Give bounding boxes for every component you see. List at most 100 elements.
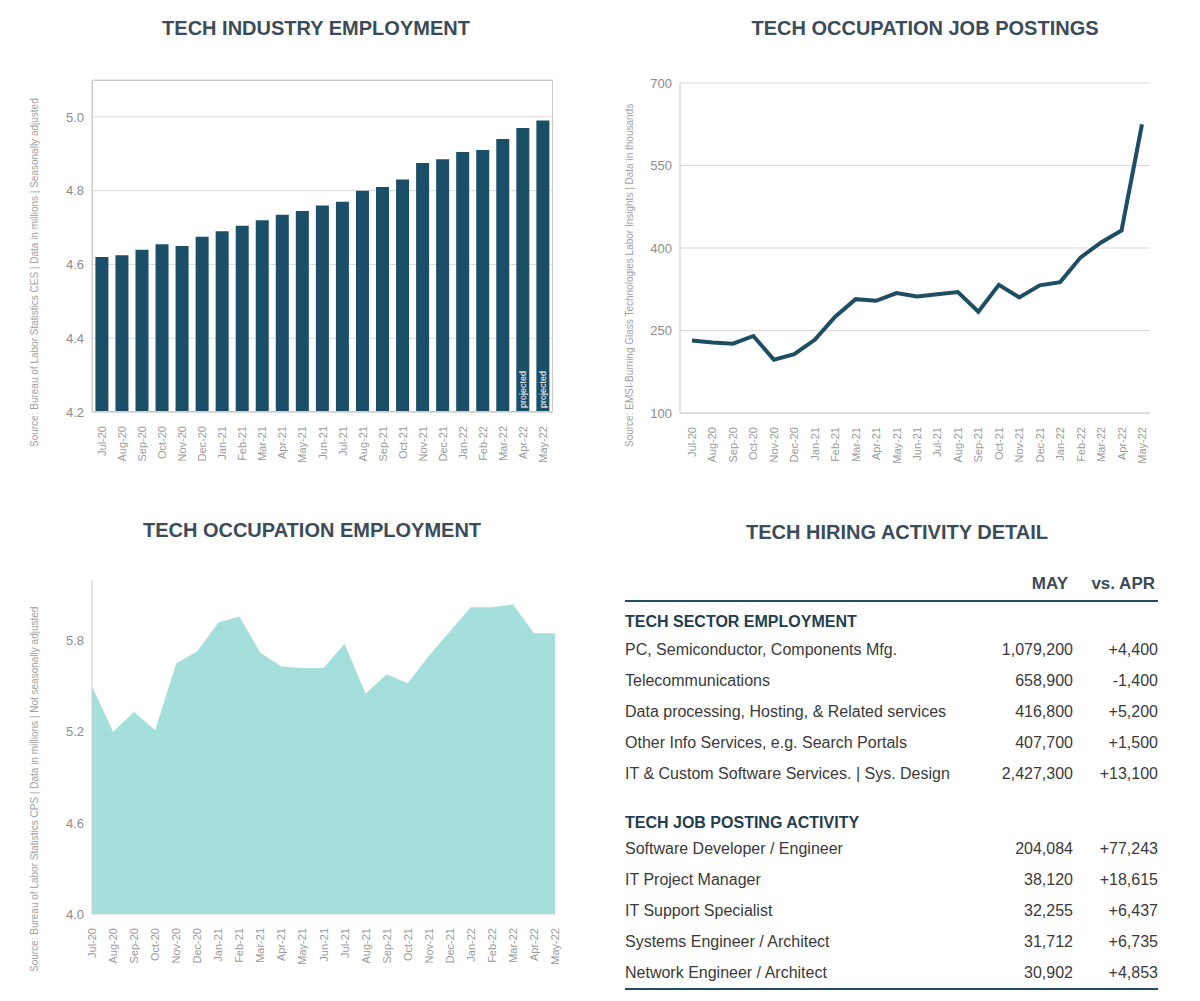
- svg-text:Nov-21: Nov-21: [423, 928, 435, 963]
- svg-text:Mar-22: Mar-22: [497, 426, 509, 461]
- svg-text:Jul-20: Jul-20: [96, 426, 108, 456]
- svg-text:Nov-20: Nov-20: [170, 928, 182, 963]
- svg-text:Nov-20: Nov-20: [768, 427, 780, 462]
- svg-text:Sep-21: Sep-21: [381, 928, 393, 963]
- svg-text:5.0: 5.0: [66, 110, 84, 125]
- svg-text:250: 250: [650, 323, 672, 338]
- svg-text:Apr-22: Apr-22: [528, 928, 540, 961]
- svg-text:Mar-21: Mar-21: [254, 928, 266, 963]
- html-text:TECH INDUSTRY EMPLOYMENT: TECH INDUSTRY EMPLOYMENT: [162, 17, 470, 39]
- svg-text:4.6: 4.6: [66, 257, 84, 272]
- html-text:1,079,200: 1,079,200: [1001, 641, 1073, 658]
- svg-text:Apr-21: Apr-21: [275, 928, 287, 961]
- svg-text:Dec-21: Dec-21: [1034, 427, 1046, 462]
- svg-text:Oct-20: Oct-20: [747, 427, 759, 460]
- svg-text:Nov-20: Nov-20: [176, 426, 188, 461]
- svg-text:Feb-21: Feb-21: [236, 426, 248, 461]
- svg-text:4.4: 4.4: [66, 331, 84, 346]
- svg-text:May-21: May-21: [296, 928, 308, 965]
- svg-text:Dec-21: Dec-21: [437, 426, 449, 461]
- html-text:+4,400: +4,400: [1108, 641, 1158, 658]
- html-text:Telecommunications: Telecommunications: [625, 672, 770, 689]
- svg-text:Dec-20: Dec-20: [788, 427, 800, 462]
- html-text:MAY: MAY: [1031, 574, 1068, 593]
- svg-text:Dec-21: Dec-21: [444, 928, 456, 963]
- svg-text:Mar-22: Mar-22: [507, 928, 519, 963]
- svg-text:Aug-20: Aug-20: [116, 426, 128, 461]
- svg-text:Jan-21: Jan-21: [212, 928, 224, 962]
- svg-text:Apr-22: Apr-22: [517, 426, 529, 459]
- html-text:TECH SECTOR EMPLOYMENT: TECH SECTOR EMPLOYMENT: [625, 613, 857, 630]
- svg-text:Sep-21: Sep-21: [972, 427, 984, 462]
- svg-text:Aug-20: Aug-20: [706, 427, 718, 462]
- svg-text:Aug-21: Aug-21: [357, 426, 369, 461]
- svg-text:May-21: May-21: [891, 427, 903, 464]
- svg-text:Nov-21: Nov-21: [417, 426, 429, 461]
- svg-text:May-21: May-21: [296, 426, 308, 463]
- svg-text:Aug-20: Aug-20: [107, 928, 119, 963]
- svg-text:Apr-21: Apr-21: [276, 426, 288, 459]
- svg-text:Jan-22: Jan-22: [1054, 427, 1066, 461]
- html-text:TECH OCCUPATION JOB POSTINGS: TECH OCCUPATION JOB POSTINGS: [751, 17, 1099, 39]
- svg-text:Aug-21: Aug-21: [360, 928, 372, 963]
- svg-text:projected: projected: [538, 371, 548, 408]
- html-text:Data processing, Hosting, & Re: Data processing, Hosting, & Related serv…: [625, 703, 946, 720]
- svg-text:700: 700: [650, 76, 672, 91]
- svg-text:4.6: 4.6: [66, 816, 84, 831]
- svg-text:Apr-21: Apr-21: [870, 427, 882, 460]
- svg-text:Mar-22: Mar-22: [1095, 427, 1107, 462]
- svg-text:Jul-20: Jul-20: [686, 427, 698, 457]
- svg-text:Jul-21: Jul-21: [339, 928, 351, 958]
- svg-text:Jul-21: Jul-21: [337, 426, 349, 456]
- svg-text:Jun-21: Jun-21: [911, 427, 923, 461]
- svg-text:Feb-22: Feb-22: [486, 928, 498, 963]
- svg-text:Jul-20: Jul-20: [86, 928, 98, 958]
- svg-text:Apr-22: Apr-22: [1116, 427, 1128, 460]
- svg-text:Jan-21: Jan-21: [809, 427, 821, 461]
- svg-text:Sep-20: Sep-20: [136, 426, 148, 461]
- svg-text:Jan-21: Jan-21: [216, 426, 228, 460]
- html-text:TECH HIRING ACTIVITY DETAIL: TECH HIRING ACTIVITY DETAIL: [746, 521, 1048, 543]
- html-text:658,900: 658,900: [1015, 672, 1073, 689]
- svg-text:Jan-22: Jan-22: [465, 928, 477, 962]
- svg-text:Jun-21: Jun-21: [317, 426, 329, 460]
- html-text:PC, Semiconductor, Components: PC, Semiconductor, Components Mfg.: [625, 641, 898, 658]
- svg-text:Sep-20: Sep-20: [727, 427, 739, 462]
- svg-text:550: 550: [650, 158, 672, 173]
- svg-text:Jul-21: Jul-21: [931, 427, 943, 457]
- svg-text:Feb-21: Feb-21: [829, 427, 841, 462]
- html-text:vs. APR: vs. APR: [1091, 574, 1155, 593]
- html-text:416,800: 416,800: [1015, 703, 1073, 720]
- svg-text:400: 400: [650, 241, 672, 256]
- svg-text:Sep-20: Sep-20: [128, 928, 140, 963]
- svg-text:Oct-21: Oct-21: [397, 426, 409, 459]
- svg-text:Oct-20: Oct-20: [149, 928, 161, 961]
- svg-text:5.2: 5.2: [66, 724, 84, 739]
- svg-text:4.8: 4.8: [66, 183, 84, 198]
- svg-text:4.0: 4.0: [66, 907, 84, 922]
- svg-text:Mar-21: Mar-21: [850, 427, 862, 462]
- svg-text:Jan-22: Jan-22: [457, 426, 469, 460]
- svg-text:100: 100: [650, 406, 672, 421]
- svg-text:Jun-21: Jun-21: [318, 928, 330, 962]
- svg-text:Feb-21: Feb-21: [233, 928, 245, 963]
- svg-text:Nov-21: Nov-21: [1013, 427, 1025, 462]
- svg-text:5.8: 5.8: [66, 633, 84, 648]
- svg-text:Feb-22: Feb-22: [477, 426, 489, 461]
- svg-text:Dec-20: Dec-20: [191, 928, 203, 963]
- svg-text:May-22: May-22: [1136, 427, 1148, 464]
- svg-text:4.2: 4.2: [66, 405, 84, 420]
- svg-text:Feb-22: Feb-22: [1075, 427, 1087, 462]
- svg-text:Oct-21: Oct-21: [402, 928, 414, 961]
- svg-text:projected: projected: [518, 371, 528, 408]
- html-text:TECH OCCUPATION EMPLOYMENT: TECH OCCUPATION EMPLOYMENT: [142, 519, 482, 541]
- svg-text:Dec-20: Dec-20: [196, 426, 208, 461]
- html-text:-1,400: -1,400: [1112, 672, 1158, 689]
- svg-text:Sep-21: Sep-21: [377, 426, 389, 461]
- svg-text:Oct-21: Oct-21: [993, 427, 1005, 460]
- svg-text:May-22: May-22: [549, 928, 561, 965]
- svg-text:Oct-20: Oct-20: [156, 426, 168, 459]
- svg-text:Aug-21: Aug-21: [952, 427, 964, 462]
- svg-text:May-22: May-22: [537, 426, 549, 463]
- svg-text:Mar-21: Mar-21: [256, 426, 268, 461]
